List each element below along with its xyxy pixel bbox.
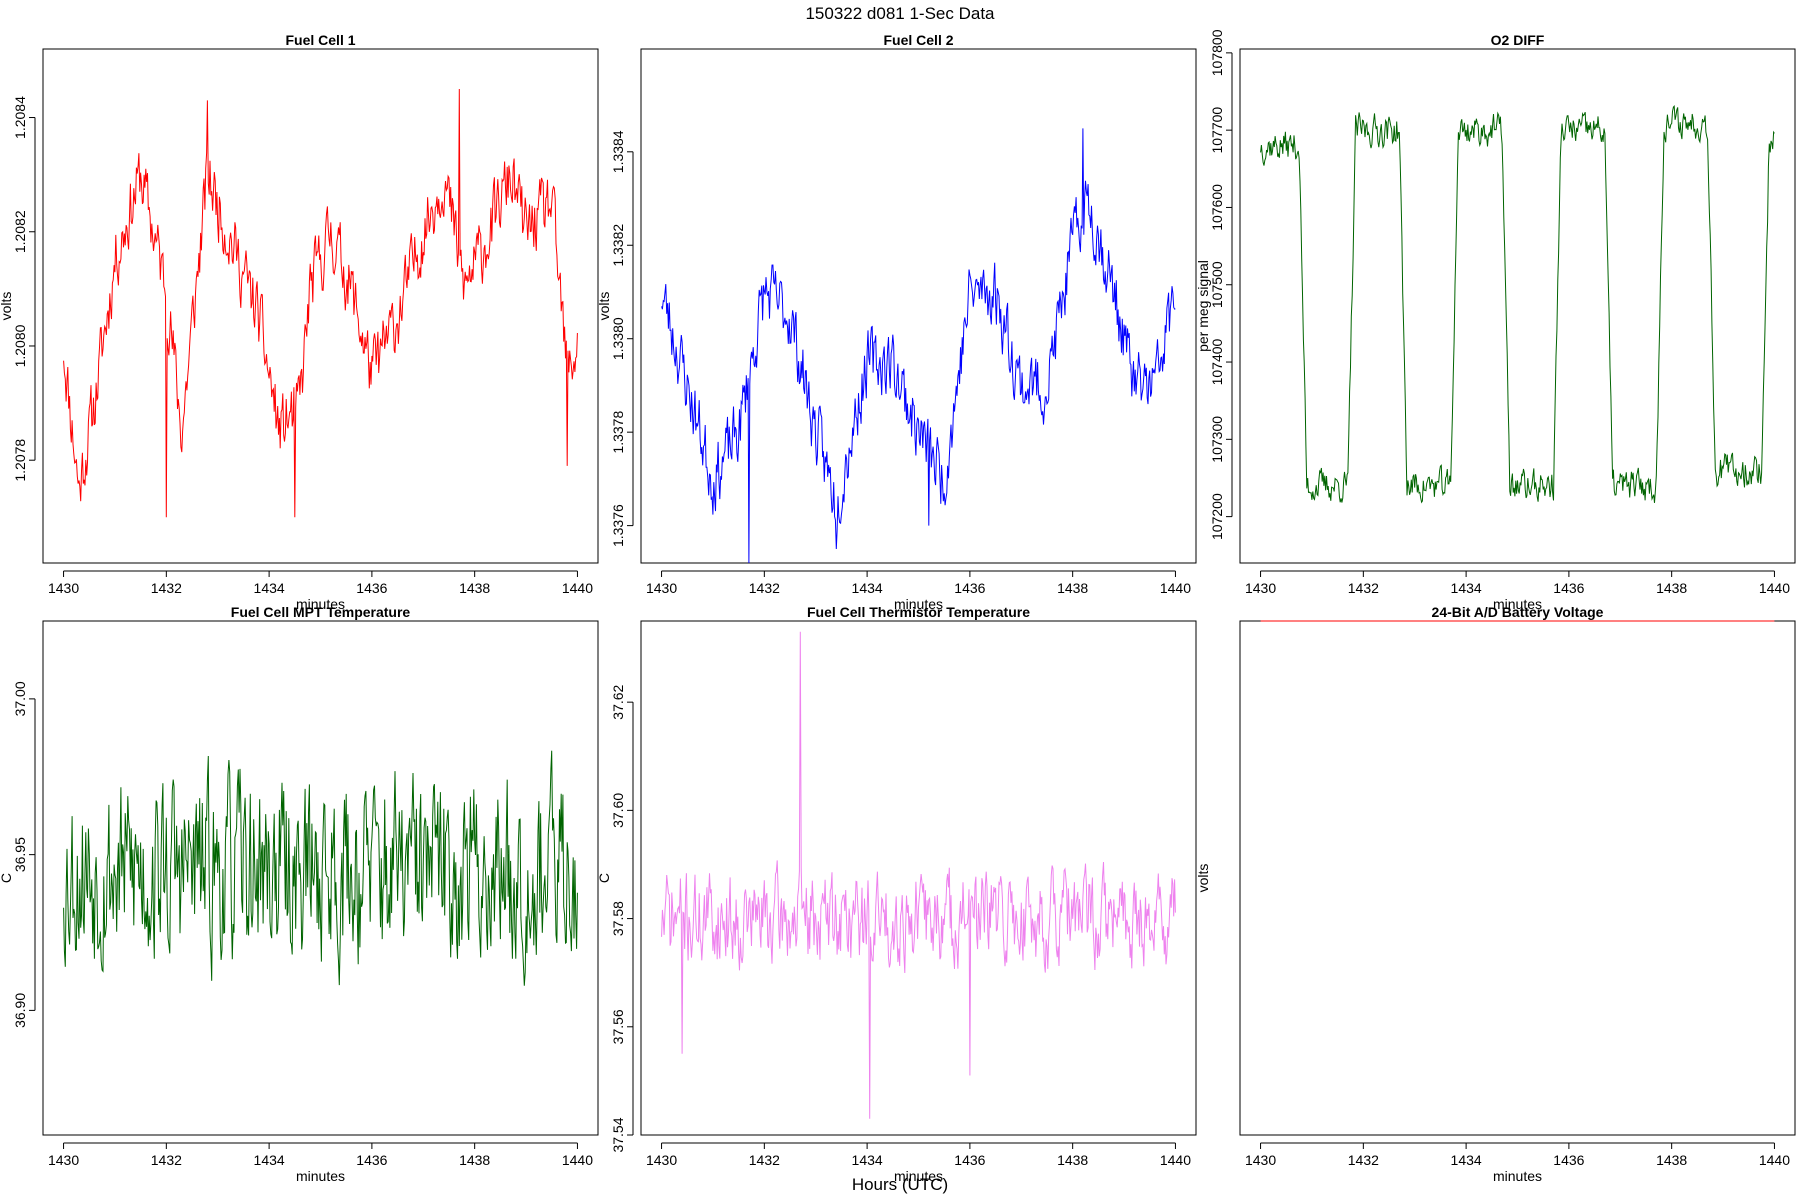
x-tick-label: 1432 [749, 1152, 780, 1168]
y-tick-label: 107800 [1209, 29, 1225, 76]
x-tick-label: 1440 [1759, 1152, 1790, 1168]
y-tick-label: 1.3380 [610, 317, 626, 360]
panel-3: O2 DIFF 1430 1432 1434 1436 1438 1440 minutes 10… [1195, 29, 1796, 612]
x-tick-label: 1438 [459, 580, 490, 596]
series-line [1260, 104, 1775, 504]
y-axis-label: C [596, 873, 612, 883]
x-tick-label: 1430 [1245, 580, 1276, 596]
figure-bottom-label: Hours (UTC) [852, 1175, 948, 1194]
x-tick-label: 1432 [1348, 580, 1379, 596]
y-tick-label: 37.00 [12, 681, 28, 716]
panel-1: Fuel Cell 1 1430 1432 1434 1436 1438 1440 minut… [0, 32, 599, 612]
y-tick-label: 107300 [1209, 416, 1225, 463]
x-tick-label: 1436 [954, 1152, 985, 1168]
y-tick-label: 1.3376 [610, 504, 626, 547]
plot-frame [42, 620, 599, 1136]
y-tick-label: 36.90 [12, 993, 28, 1028]
panel-title: Fuel Cell 2 [883, 32, 953, 48]
x-tick-label: 1436 [954, 580, 985, 596]
y-tick-label: 1.2084 [12, 96, 28, 139]
x-axis-label: minutes [894, 596, 943, 612]
panel-title: Fuel Cell 1 [285, 32, 355, 48]
series-line [661, 631, 1176, 1119]
y-tick-label: 37.60 [610, 793, 626, 828]
x-tick-label: 1432 [151, 1152, 182, 1168]
panel-4: Fuel Cell MPT Temperature 1430 1432 1434 143… [0, 604, 599, 1184]
y-axis-label: C [0, 873, 14, 883]
x-tick-label: 1432 [151, 580, 182, 596]
x-tick-label: 1430 [646, 1152, 677, 1168]
x-axis-label: minutes [296, 596, 345, 612]
y-tick-label: 107600 [1209, 184, 1225, 231]
y-tick-label: 1.2080 [12, 324, 28, 367]
x-axis-label: minutes [1493, 1168, 1542, 1184]
x-tick-label: 1432 [749, 580, 780, 596]
panel-6: 24-Bit A/D Battery Voltage 1430 1432 1434 14… [1195, 604, 1796, 1184]
y-axis-label: per meg signal [1195, 260, 1211, 352]
figure-title: 150322 d081 1-Sec Data [805, 4, 995, 23]
x-tick-label: 1434 [1451, 580, 1482, 596]
y-tick-label: 1.3382 [610, 224, 626, 267]
x-tick-label: 1436 [356, 580, 387, 596]
panel-title: Fuel Cell Thermistor Temperature [807, 604, 1030, 620]
x-tick-label: 1436 [356, 1152, 387, 1168]
x-axis-label: minutes [296, 1168, 345, 1184]
x-tick-label: 1440 [1160, 580, 1191, 596]
x-tick-label: 1440 [1759, 580, 1790, 596]
y-tick-label: 37.62 [610, 684, 626, 719]
series-line [661, 128, 1176, 564]
x-tick-label: 1430 [1245, 1152, 1276, 1168]
x-tick-label: 1430 [48, 580, 79, 596]
panel-title: O2 DIFF [1491, 32, 1545, 48]
y-tick-label: 107700 [1209, 107, 1225, 154]
y-axis-label: volts [1195, 864, 1211, 893]
y-tick-label: 36.95 [12, 837, 28, 872]
series-line [63, 750, 578, 986]
plot-frame [42, 48, 599, 564]
y-tick-label: 1.2078 [12, 439, 28, 482]
x-tick-label: 1436 [1553, 1152, 1584, 1168]
y-tick-label: 1.2082 [12, 210, 28, 253]
x-tick-label: 1434 [852, 1152, 883, 1168]
series-line [63, 88, 578, 518]
x-tick-label: 1440 [562, 580, 593, 596]
plot-frame [640, 620, 1197, 1136]
x-tick-label: 1438 [1057, 580, 1088, 596]
y-tick-label: 37.58 [610, 901, 626, 936]
panel-title: Fuel Cell MPT Temperature [231, 604, 411, 620]
x-axis-label: minutes [1493, 596, 1542, 612]
plot-frame [1239, 48, 1796, 564]
x-tick-label: 1440 [1160, 1152, 1191, 1168]
x-tick-label: 1434 [254, 1152, 285, 1168]
y-tick-label: 1.3378 [610, 411, 626, 454]
panel-title: 24-Bit A/D Battery Voltage [1432, 604, 1604, 620]
panel-5: Fuel Cell Thermistor Temperature 1430 1432… [596, 604, 1197, 1184]
y-tick-label: 37.54 [610, 1117, 626, 1152]
plot-frame [640, 48, 1197, 564]
panel-2: Fuel Cell 2 1430 1432 1434 1436 1438 1440 minut… [596, 32, 1197, 612]
y-tick-label: 37.56 [610, 1009, 626, 1044]
x-tick-label: 1430 [646, 580, 677, 596]
x-tick-label: 1434 [852, 580, 883, 596]
y-axis-label: volts [0, 292, 14, 321]
y-tick-label: 107500 [1209, 261, 1225, 308]
y-tick-label: 107400 [1209, 338, 1225, 385]
x-tick-label: 1434 [1451, 1152, 1482, 1168]
x-tick-label: 1438 [1656, 580, 1687, 596]
x-tick-label: 1438 [1057, 1152, 1088, 1168]
x-tick-label: 1434 [254, 580, 285, 596]
x-tick-label: 1438 [459, 1152, 490, 1168]
x-tick-label: 1432 [1348, 1152, 1379, 1168]
x-tick-label: 1430 [48, 1152, 79, 1168]
y-tick-label: 107200 [1209, 493, 1225, 540]
y-tick-label: 1.3384 [610, 130, 626, 173]
x-tick-label: 1436 [1553, 580, 1584, 596]
x-tick-label: 1438 [1656, 1152, 1687, 1168]
x-axis-label: minutes [894, 1168, 943, 1184]
y-axis-label: volts [596, 292, 612, 321]
plot-frame [1239, 620, 1796, 1136]
x-tick-label: 1440 [562, 1152, 593, 1168]
